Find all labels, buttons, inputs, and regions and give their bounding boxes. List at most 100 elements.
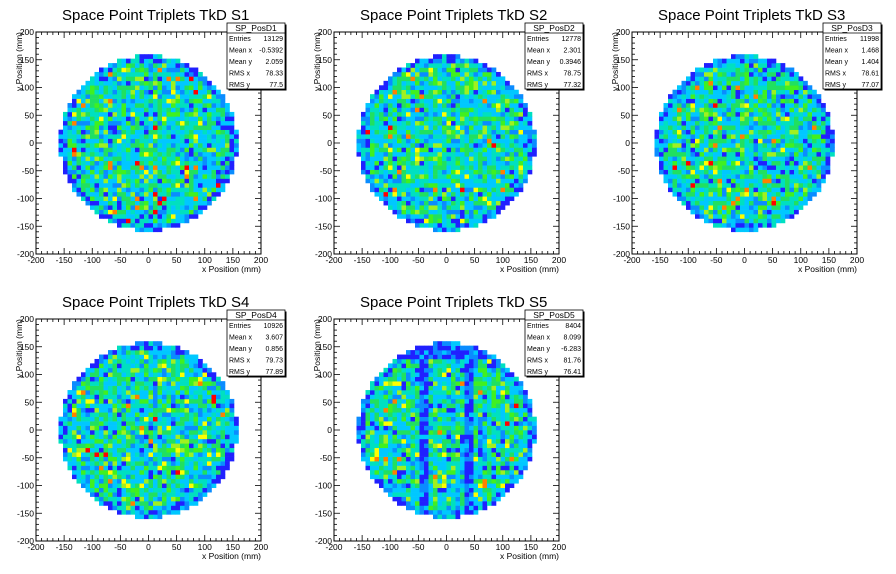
heatmap-cell [514, 169, 519, 175]
heatmap-cell [762, 191, 768, 197]
heatmap-cell [717, 156, 723, 162]
heatmap-cell [753, 182, 759, 188]
heatmap-cell [193, 178, 199, 184]
heatmap-cell [67, 416, 73, 422]
heatmap-cell [677, 174, 682, 179]
x-tick-label: 0 [742, 255, 747, 265]
heatmap-cell [374, 111, 380, 117]
heatmap-cell [708, 165, 714, 170]
heatmap-cell [166, 182, 172, 188]
heatmap-cell [753, 191, 759, 197]
heatmap-cell [166, 138, 172, 144]
heatmap-cell [211, 111, 217, 117]
heatmap-cell [460, 160, 465, 166]
heatmap-cell [735, 214, 741, 219]
heatmap-cell [767, 222, 772, 228]
heatmap-cell [85, 169, 91, 175]
heatmap-cell [478, 147, 483, 153]
heatmap-cell [184, 200, 190, 206]
heatmap-cell [157, 496, 163, 502]
heatmap-cell [85, 182, 91, 188]
heatmap-cell [776, 94, 781, 99]
heatmap-cell [198, 421, 203, 426]
heatmap-cell [744, 165, 750, 170]
heatmap-cell [166, 443, 172, 449]
heatmap-cell [410, 196, 416, 202]
heatmap-cell [211, 443, 217, 449]
heatmap-cell [807, 134, 813, 139]
heatmap-cell [121, 214, 127, 219]
heatmap-cell [99, 354, 104, 360]
heatmap-cell [135, 358, 140, 364]
heatmap-cell [81, 111, 86, 117]
heatmap-cell [460, 156, 465, 162]
heatmap-cell [428, 67, 434, 73]
stats-row-label: RMS x [825, 71, 847, 78]
x-tick-label: 200 [850, 255, 864, 265]
heatmap-cell [410, 205, 416, 210]
heatmap-cell [713, 205, 718, 210]
heatmap-cell [663, 160, 669, 166]
heatmap-cell [527, 156, 533, 162]
heatmap-cell [437, 85, 443, 91]
heatmap-cell [807, 111, 813, 117]
heatmap-cell [816, 125, 822, 130]
heatmap-cell [171, 367, 176, 373]
y-tick-label: 50 [621, 110, 631, 120]
heatmap-cell [527, 169, 533, 175]
heatmap-cell [130, 169, 136, 175]
heatmap-cell [130, 151, 136, 157]
heatmap-cell [180, 214, 185, 219]
heatmap-cell [798, 129, 804, 135]
heatmap-cell [198, 209, 203, 215]
heatmap-cell [220, 103, 226, 108]
heatmap-cell [112, 182, 118, 188]
heatmap-cell [153, 54, 158, 59]
heatmap-cell [509, 107, 515, 113]
heatmap-cell [121, 456, 127, 462]
heatmap-cell [361, 116, 366, 122]
heatmap-cell [464, 80, 470, 86]
x-tick-label: -150 [354, 255, 371, 265]
heatmap-cell [189, 174, 194, 179]
heatmap-cell [740, 227, 745, 233]
heatmap-cell [487, 196, 492, 202]
heatmap-cell [153, 129, 158, 135]
heatmap-cell [139, 76, 145, 82]
heatmap-cell [85, 461, 91, 466]
heatmap-cell [419, 116, 425, 122]
heatmap-cell [171, 434, 176, 440]
heatmap-cell [446, 138, 452, 144]
y-tick-label: 0 [327, 138, 332, 148]
heatmap-cell [166, 165, 172, 170]
heatmap-cell [202, 465, 208, 471]
heatmap-cell [668, 147, 673, 153]
heatmap-cell [207, 465, 212, 471]
heatmap-cell [202, 469, 208, 475]
stats-box-name: SP_PosD2 [533, 23, 575, 33]
heatmap-cell [130, 501, 136, 506]
heatmap-cell [166, 209, 172, 215]
heatmap-cell [211, 169, 217, 175]
heatmap-cell [72, 107, 77, 113]
heatmap-cell [117, 209, 122, 215]
heatmap-cell [374, 138, 380, 144]
heatmap-cell [753, 80, 759, 86]
heatmap-cell [202, 385, 208, 391]
heatmap-cell [193, 465, 199, 471]
heatmap-cell [496, 187, 501, 193]
heatmap-cell [460, 67, 465, 73]
heatmap-cell [740, 120, 745, 126]
heatmap-cell [198, 461, 203, 466]
heatmap-cell [401, 196, 407, 202]
heatmap-cell [424, 129, 429, 135]
heatmap-cell [677, 187, 682, 193]
heatmap-cell [99, 412, 104, 417]
heatmap-cell [76, 438, 82, 444]
heatmap-cell [198, 156, 203, 162]
heatmap-cell [505, 129, 510, 135]
heatmap-cell [776, 174, 781, 179]
heatmap-cell [103, 178, 109, 184]
heatmap-cell [184, 67, 190, 73]
heatmap-cell [130, 120, 136, 126]
